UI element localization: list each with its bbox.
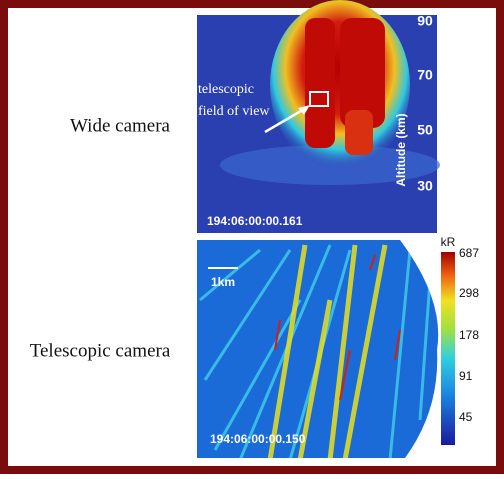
colorbar-label: 687	[459, 246, 479, 260]
timestamp: 194:06:00:00.161	[207, 214, 303, 228]
telescopic-image	[197, 240, 447, 460]
colorbar-label: 45	[459, 410, 473, 424]
axis-tick-label: 90	[417, 13, 433, 29]
panel-label: Telescopic camera	[30, 340, 171, 361]
colorbar-label: 91	[459, 369, 473, 383]
colorbar-unit: kR	[441, 235, 456, 249]
annotation: telescopic	[198, 82, 254, 97]
axis-title: Altitude (km)	[394, 113, 408, 186]
colorbar-label: 178	[459, 328, 479, 342]
colorbar-label: 298	[459, 286, 479, 300]
timestamp: 194:06:00:00.150	[210, 432, 306, 446]
axis-tick-label: 50	[417, 122, 433, 138]
axis-tick-label: 70	[417, 67, 433, 83]
figure-canvas: telescopic field of view 90 70 50 30 Alt…	[0, 0, 504, 474]
scale-label: 1km	[211, 275, 235, 289]
figure: telescopic field of view 90 70 50 30 Alt…	[0, 0, 504, 474]
annotation: field of view	[198, 104, 270, 119]
axis-tick-label: 30	[417, 178, 433, 194]
panel-label: Wide camera	[70, 115, 171, 136]
colorbar	[441, 252, 455, 445]
